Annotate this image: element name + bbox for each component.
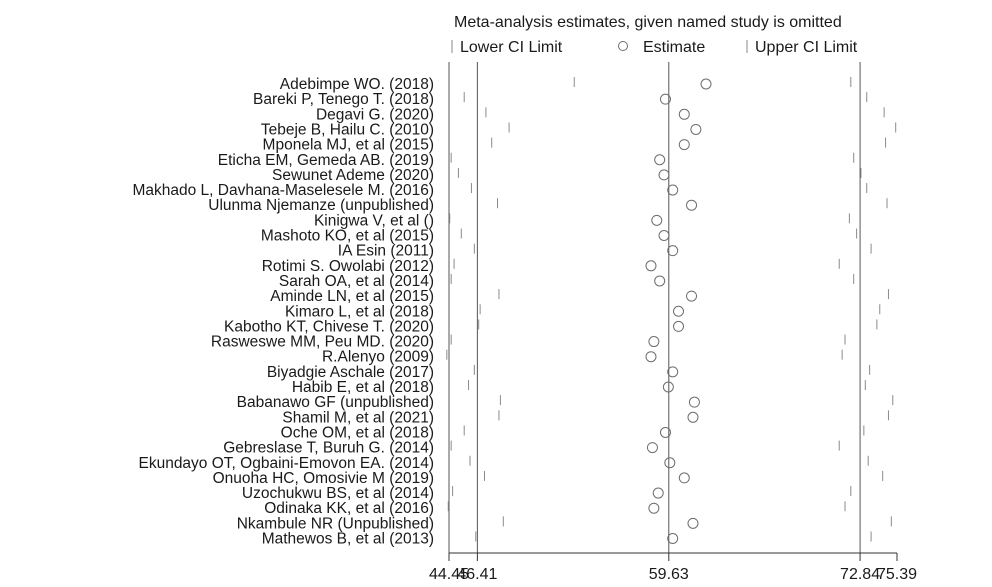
legend-label-est: Estimate [643,39,705,56]
study-label: Kimaro L, et al (2018) [285,303,434,320]
chart-title: Meta-analysis estimates, given named stu… [454,14,842,31]
estimate-point [646,442,658,454]
study-label: Adebimpe WO. (2018) [280,76,434,93]
estimate-point [667,245,679,257]
legend: Lower CI Limit Estimate Upper CI Limit [451,39,858,56]
estimate-point [659,426,671,438]
study-label: Mponela MJ, et al (2015) [263,137,434,154]
study-label: Shamil M, et al (2021) [282,409,434,426]
legend-marker-est [618,41,628,51]
estimate-point [662,381,674,393]
estimate-point [654,275,666,287]
legend-label-upper: Upper CI Limit [755,39,858,56]
study-label: Oche OM, et al (2018) [281,424,434,441]
study-label: Uzochukwu BS, et al (2014) [242,485,434,502]
study-label: Habib E, et al (2018) [292,379,434,396]
estimate-point [667,184,679,196]
estimate-point [645,260,657,272]
estimate-point [678,139,690,151]
x-tick-label: 59.63 [649,566,689,583]
x-tick-label: 44.45 [429,566,469,583]
study-label: Nkambule NR (Unpublished) [237,515,434,532]
legend-label-lower: Lower CI Limit [460,39,563,56]
x-tick-label: 75.39 [877,566,917,583]
study-label: Tebeje B, Hailu C. (2010) [261,121,434,138]
reference-lines [448,62,861,553]
estimate-point [686,199,698,211]
study-label: Sarah OA, et al (2014) [279,273,434,290]
estimate-point [673,305,685,317]
study-label: Kabotho KT, Chivese T. (2020) [224,318,434,335]
study-label: Mashoto KO, et al (2015) [261,228,434,245]
estimate-point [645,351,657,363]
study-label: Makhado L, Davhana-Maselesele M. (2016) [132,182,434,199]
estimate-point [687,411,699,423]
study-label: Mathewos B, et al (2013) [262,531,434,548]
estimate-point [648,336,660,348]
study-labels: Adebimpe WO. (2018)Bareki P, Tenego T. (… [132,76,434,548]
study-label: Eticha EM, Gemeda AB. (2019) [218,152,434,169]
study-marks [446,77,897,544]
estimate-point [678,472,690,484]
study-label: Degavi G. (2020) [316,106,434,123]
study-label: R.Alenyo (2009) [322,349,434,366]
study-label: IA Esin (2011) [338,243,434,260]
study-label: Odinaka KK, et al (2016) [264,500,434,517]
x-tick-label: 46.41 [457,566,497,583]
estimate-point [687,517,699,529]
estimate-point [678,108,690,120]
x-tick-label: 72.84 [840,566,880,583]
study-label: Ekundayo OT, Ogbaini-Emovon EA. (2014) [138,455,434,472]
study-label: Bareki P, Tenego T. (2018) [253,91,434,108]
estimate-point [658,169,670,181]
estimate-point [700,78,712,90]
estimate-point [654,154,666,166]
study-label: Rasweswe MM, Peu MD. (2020) [211,334,434,351]
estimate-point [667,366,679,378]
study-label: Aminde LN, et al (2015) [270,288,434,305]
estimate-point [688,396,700,408]
estimate-point [659,93,671,105]
estimate-point [690,123,702,135]
study-label: Kinigwa V, et al () [314,212,434,229]
study-label: Gebreslase T, Buruh G. (2014) [223,440,434,457]
estimate-point [667,533,679,544]
estimate-point [664,457,676,469]
estimate-point [686,290,698,302]
study-label: Babanawo GF (unpublished) [237,394,434,411]
study-label: Onuoha HC, Omosivie M (2019) [213,470,434,487]
estimate-point [651,214,663,226]
study-label: Sewunet Ademe (2020) [272,167,434,184]
study-label: Ulunma Njemanze (unpublished) [208,197,434,214]
study-label: Rotimi S. Owolabi (2012) [262,258,434,275]
study-label: Biyadgie Aschale (2017) [267,364,434,381]
estimate-point [673,320,685,332]
estimate-point [658,230,670,241]
estimate-point [648,502,660,514]
estimate-point [652,487,664,499]
